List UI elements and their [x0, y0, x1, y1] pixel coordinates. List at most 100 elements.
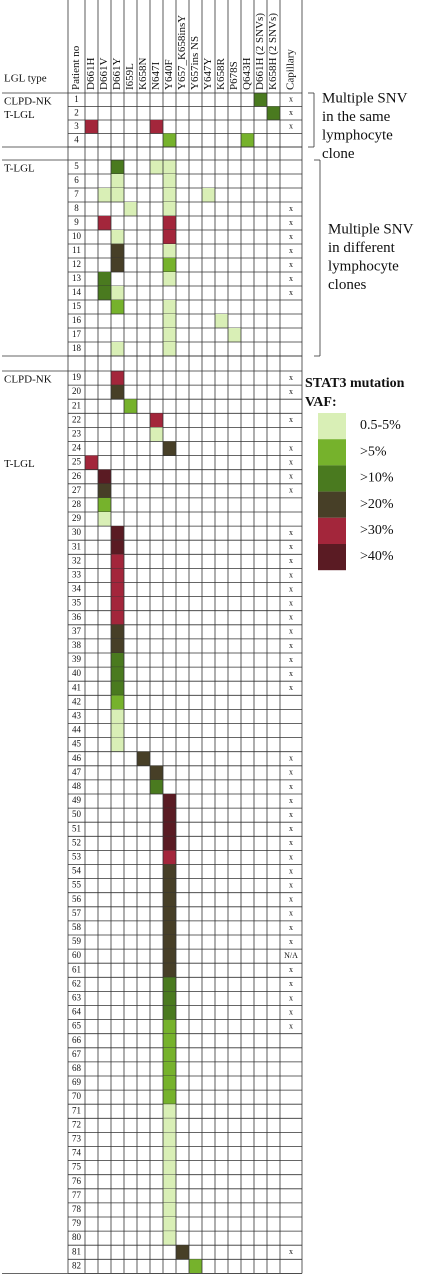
legend-label: >40%	[360, 549, 394, 564]
vaf-cell	[163, 864, 176, 879]
patient-no: 40	[72, 668, 82, 678]
legend-swatch	[318, 517, 346, 544]
patient-no: 39	[72, 654, 82, 664]
vaf-cell	[111, 300, 124, 314]
vaf-cell	[163, 963, 176, 978]
vaf-cell	[150, 427, 163, 442]
capillary-value: x	[289, 852, 293, 861]
capillary-value: x	[289, 1247, 293, 1256]
vaf-cell	[98, 512, 111, 527]
vaf-cell	[150, 413, 163, 428]
patient-no: 45	[72, 739, 82, 749]
patient-no: 4	[74, 134, 79, 144]
legend-label: >20%	[360, 497, 394, 512]
vaf-cell	[163, 892, 176, 907]
vaf-cell	[163, 1174, 176, 1189]
patient-no: 53	[72, 852, 82, 862]
vaf-cell	[163, 1118, 176, 1133]
vaf-cell	[111, 568, 124, 583]
annotation: clone	[322, 146, 355, 162]
vaf-cell	[111, 681, 124, 696]
vaf-cell	[163, 1146, 176, 1161]
patient-no: 48	[72, 781, 82, 791]
capillary-value: x	[289, 923, 293, 932]
patient-no: 47	[72, 767, 82, 777]
patient-no: 56	[72, 894, 82, 904]
vaf-cell	[163, 1019, 176, 1034]
patient-no: 64	[72, 1007, 82, 1017]
patient-no: 27	[72, 485, 82, 495]
vaf-cell	[111, 244, 124, 258]
capillary-value: x	[289, 95, 293, 104]
patient-no: 77	[72, 1190, 82, 1200]
capillary-value: x	[289, 443, 293, 452]
capillary-value: x	[289, 683, 293, 692]
patient-no: 68	[72, 1063, 82, 1073]
vaf-cell	[163, 935, 176, 950]
patient-no: 65	[72, 1021, 82, 1031]
vaf-cell	[111, 526, 124, 541]
vaf-cell	[163, 878, 176, 893]
capillary-value: x	[289, 472, 293, 481]
lgl-type: CLPD-NK	[4, 95, 52, 107]
capillary-value: x	[289, 1021, 293, 1030]
capillary-value: x	[289, 373, 293, 382]
patient-no: 43	[72, 711, 82, 721]
capillary-value: x	[289, 782, 293, 791]
capillary-value: x	[289, 542, 293, 551]
patient-no: 8	[74, 203, 79, 213]
patient-no: 54	[72, 866, 82, 876]
patient-no: 78	[72, 1204, 82, 1214]
patient-no: 26	[72, 471, 82, 481]
vaf-cell	[150, 120, 163, 134]
capillary-value: x	[289, 641, 293, 650]
patient-no: 25	[72, 457, 82, 467]
header-capillary: Capillary	[285, 49, 297, 90]
lgl-type: T-LGL	[4, 163, 35, 175]
patient-no: 30	[72, 527, 82, 537]
patient-no: 20	[72, 386, 82, 396]
capillary-value: x	[289, 288, 293, 297]
patient-no: 69	[72, 1077, 82, 1087]
patient-no: 16	[72, 315, 82, 325]
capillary-value: x	[289, 895, 293, 904]
patient-no: 9	[74, 217, 79, 227]
patient-no: 59	[72, 936, 82, 946]
patient-no: 33	[72, 570, 82, 580]
legend-label: 0.5-5%	[360, 418, 401, 433]
vaf-cell	[163, 1104, 176, 1119]
capillary-value: x	[289, 796, 293, 805]
vaf-cell	[85, 455, 98, 470]
patient-no: 31	[72, 541, 81, 551]
capillary-value: x	[289, 655, 293, 664]
vaf-cell	[163, 202, 176, 216]
vaf-cell	[98, 497, 111, 512]
patient-no: 36	[72, 612, 82, 622]
patient-no: 79	[72, 1218, 82, 1228]
patient-no: 6	[74, 175, 79, 185]
vaf-cell	[163, 1217, 176, 1232]
legend-swatch	[318, 413, 346, 440]
patient-no: 51	[72, 823, 81, 833]
patient-no: 63	[72, 993, 82, 1003]
patient-no: 24	[72, 443, 82, 453]
capillary-value: x	[289, 880, 293, 889]
header-mutation: D661H (2 SNVs)	[254, 13, 266, 90]
vaf-cell	[163, 258, 176, 272]
patient-no: 2	[74, 107, 79, 117]
legend-title: VAF:	[305, 395, 337, 410]
patient-no: 28	[72, 499, 82, 509]
header-patient: Patient no	[70, 45, 82, 90]
patient-no: 23	[72, 429, 82, 439]
capillary-value: x	[289, 218, 293, 227]
vaf-cell	[163, 949, 176, 964]
patient-no: 21	[72, 400, 81, 410]
patient-no: 75	[72, 1162, 82, 1172]
patient-no: 29	[72, 513, 82, 523]
capillary-value: N/A	[284, 951, 298, 960]
annotation: clones	[328, 277, 366, 293]
vaf-cell	[163, 1188, 176, 1203]
patient-no: 18	[72, 343, 82, 353]
vaf-cell	[163, 342, 176, 356]
patient-no: 42	[72, 696, 81, 706]
